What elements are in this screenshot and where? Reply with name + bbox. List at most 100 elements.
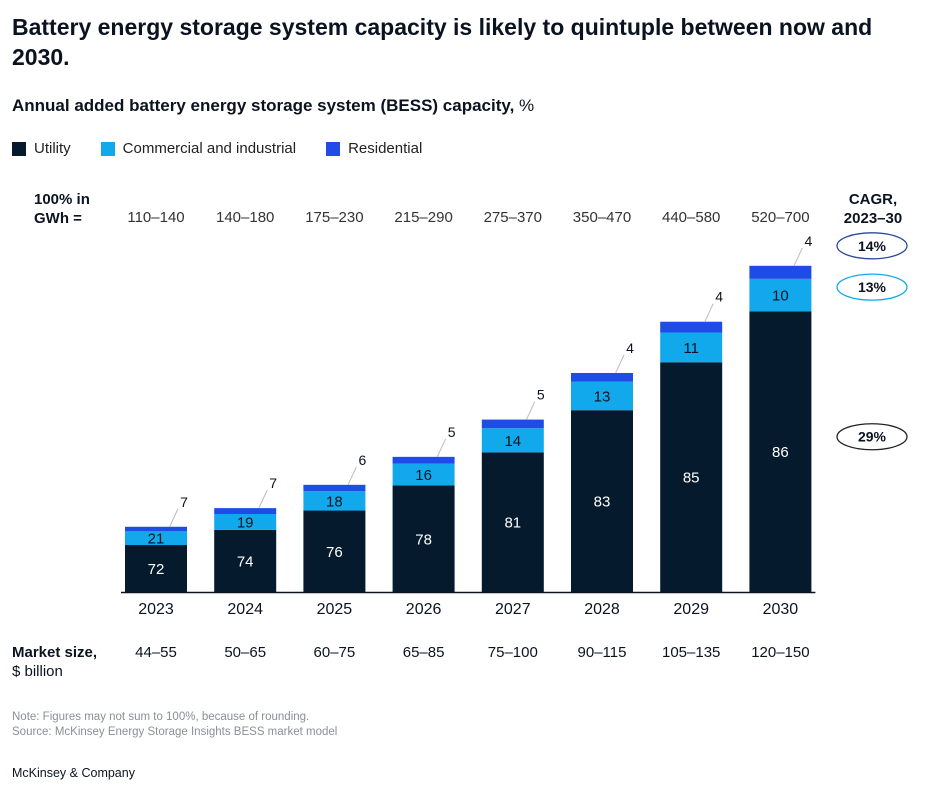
gwh-label-line1: 100% in — [34, 191, 90, 208]
bar-commercial-and-industrial-2030 — [749, 278, 812, 312]
market-size-2030: 120–150 — [751, 644, 809, 661]
gwh-range-2026: 215–290 — [394, 209, 452, 226]
data-label-commercial-2023: 21 — [148, 531, 165, 548]
x-tick-label-2026: 2026 — [406, 601, 442, 618]
data-label-commercial-2025: 18 — [326, 493, 343, 510]
data-label-residential-2023: 7 — [180, 494, 188, 510]
gwh-label-line2: GWh = — [34, 210, 82, 227]
gwh-range-2029: 440–580 — [662, 209, 720, 226]
x-tick-label-2023: 2023 — [138, 601, 174, 618]
cagr-header: CAGR, 2023–30 — [832, 190, 914, 228]
bar-commercial-and-industrial-2024 — [214, 513, 277, 530]
market-size-2028: 90–115 — [578, 644, 627, 661]
bar-utility-2028 — [571, 410, 633, 592]
data-label-commercial-2024: 19 — [237, 514, 254, 531]
chart-subtitle: Annual added battery energy storage syst… — [12, 96, 534, 116]
brand-logo-text: McKinsey & Company — [12, 766, 135, 780]
bar-commercial-and-industrial-2027 — [481, 428, 544, 453]
subtitle-unit: % — [519, 96, 535, 115]
chart-note: Note: Figures may not sum to 100%, becau… — [12, 710, 337, 740]
bar-commercial-and-industrial-2026 — [392, 463, 455, 486]
market-size-2026: 65–85 — [403, 644, 445, 661]
bar-utility-2030 — [749, 311, 812, 592]
bar-utility-2025 — [303, 510, 366, 592]
leader-line-residential-2023 — [169, 508, 179, 527]
market-size-2023: 44–55 — [135, 644, 177, 661]
gwh-range-2030: 520–700 — [751, 209, 809, 226]
cagr-badge-residential — [836, 232, 908, 260]
gwh-range-2023: 110–140 — [127, 209, 184, 226]
gwh-row-label: 100% in GWh = — [34, 190, 90, 228]
cagr-value-residential: 14% — [858, 238, 887, 254]
data-label-utility-2028: 83 — [594, 494, 611, 511]
bar-utility-2026 — [392, 485, 455, 592]
market-label-line1: Market size, — [12, 644, 98, 661]
leader-line-residential-2029 — [704, 303, 714, 322]
gwh-range-2028: 350–470 — [573, 209, 631, 226]
gwh-range-2024: 140–180 — [216, 209, 274, 226]
cagr-label-line2: 2023–30 — [843, 210, 903, 227]
bar-utility-2023 — [125, 545, 187, 592]
bar-commercial-and-industrial-2028 — [571, 381, 633, 411]
leader-line-residential-2026 — [436, 438, 447, 458]
data-label-utility-2023: 72 — [148, 561, 165, 578]
bar-utility-2029 — [660, 362, 723, 592]
note-line1: Note: Figures may not sum to 100%, becau… — [12, 711, 310, 723]
gwh-range-2027: 275–370 — [484, 209, 542, 226]
data-label-utility-2029: 85 — [683, 470, 700, 487]
bar-residential-2027 — [481, 419, 544, 429]
data-label-commercial-2026: 16 — [415, 467, 432, 484]
market-size-row-label: Market size, $ billion — [12, 643, 97, 681]
x-tick-label-2025: 2025 — [317, 601, 353, 618]
legend-item-residential: Residential — [326, 140, 422, 157]
data-label-commercial-2027: 14 — [504, 433, 521, 450]
leader-line-residential-2024 — [258, 489, 268, 509]
legend-item-commercial: Commercial and industrial — [100, 140, 297, 157]
bar-residential-2025 — [303, 484, 366, 492]
x-tick-label-2028: 2028 — [584, 601, 620, 618]
chart-title: Battery energy storage system capacity i… — [12, 14, 873, 70]
bar-residential-2026 — [392, 456, 455, 464]
bar-residential-2028 — [571, 372, 633, 382]
legend-item-utility: Utility — [12, 140, 71, 157]
bar-residential-2023 — [125, 526, 187, 532]
market-label-line2: $ billion — [12, 663, 63, 680]
bar-commercial-and-industrial-2025 — [303, 491, 366, 511]
legend-swatch-residential — [326, 141, 341, 156]
data-label-utility-2030: 86 — [772, 444, 789, 461]
cagr-value-commercial-and-industrial: 13% — [858, 279, 887, 295]
bar-commercial-and-industrial-2023 — [125, 531, 187, 546]
data-label-utility-2025: 76 — [326, 544, 343, 561]
subtitle-text: Annual added battery energy storage syst… — [12, 96, 515, 115]
x-tick-label-2024: 2024 — [227, 601, 263, 618]
data-label-residential-2024: 7 — [269, 475, 277, 491]
legend: Utility Commercial and industrial Reside… — [12, 140, 452, 157]
data-label-residential-2028: 4 — [626, 340, 634, 356]
legend-swatch-commercial — [100, 141, 115, 156]
bar-residential-2029 — [660, 321, 723, 333]
bar-commercial-and-industrial-2029 — [660, 332, 723, 363]
bar-utility-2024 — [214, 529, 277, 592]
cagr-value-utility: 29% — [858, 429, 887, 445]
leader-line-residential-2028 — [615, 354, 625, 374]
data-label-utility-2026: 78 — [415, 531, 432, 548]
market-size-2025: 60–75 — [314, 644, 356, 661]
leader-line-residential-2027 — [525, 401, 536, 420]
legend-label-residential: Residential — [348, 140, 423, 157]
bar-residential-2030 — [749, 265, 812, 279]
leader-line-residential-2030 — [793, 247, 803, 267]
data-label-residential-2030: 4 — [805, 233, 813, 249]
bar-utility-2027 — [481, 452, 544, 592]
cagr-badge-commercial-and-industrial — [836, 273, 908, 301]
data-label-residential-2025: 6 — [359, 452, 367, 468]
market-size-2027: 75–100 — [488, 644, 538, 661]
legend-label-commercial: Commercial and industrial — [122, 140, 297, 157]
source-line: Source: McKinsey Energy Storage Insights… — [12, 726, 338, 738]
leader-line-residential-2025 — [347, 466, 357, 486]
cagr-label-line1: CAGR, — [848, 191, 898, 208]
x-tick-label-2030: 2030 — [763, 601, 799, 618]
legend-swatch-utility — [12, 141, 26, 156]
market-size-2024: 50–65 — [224, 644, 266, 661]
gwh-range-2025: 175–230 — [305, 209, 363, 226]
